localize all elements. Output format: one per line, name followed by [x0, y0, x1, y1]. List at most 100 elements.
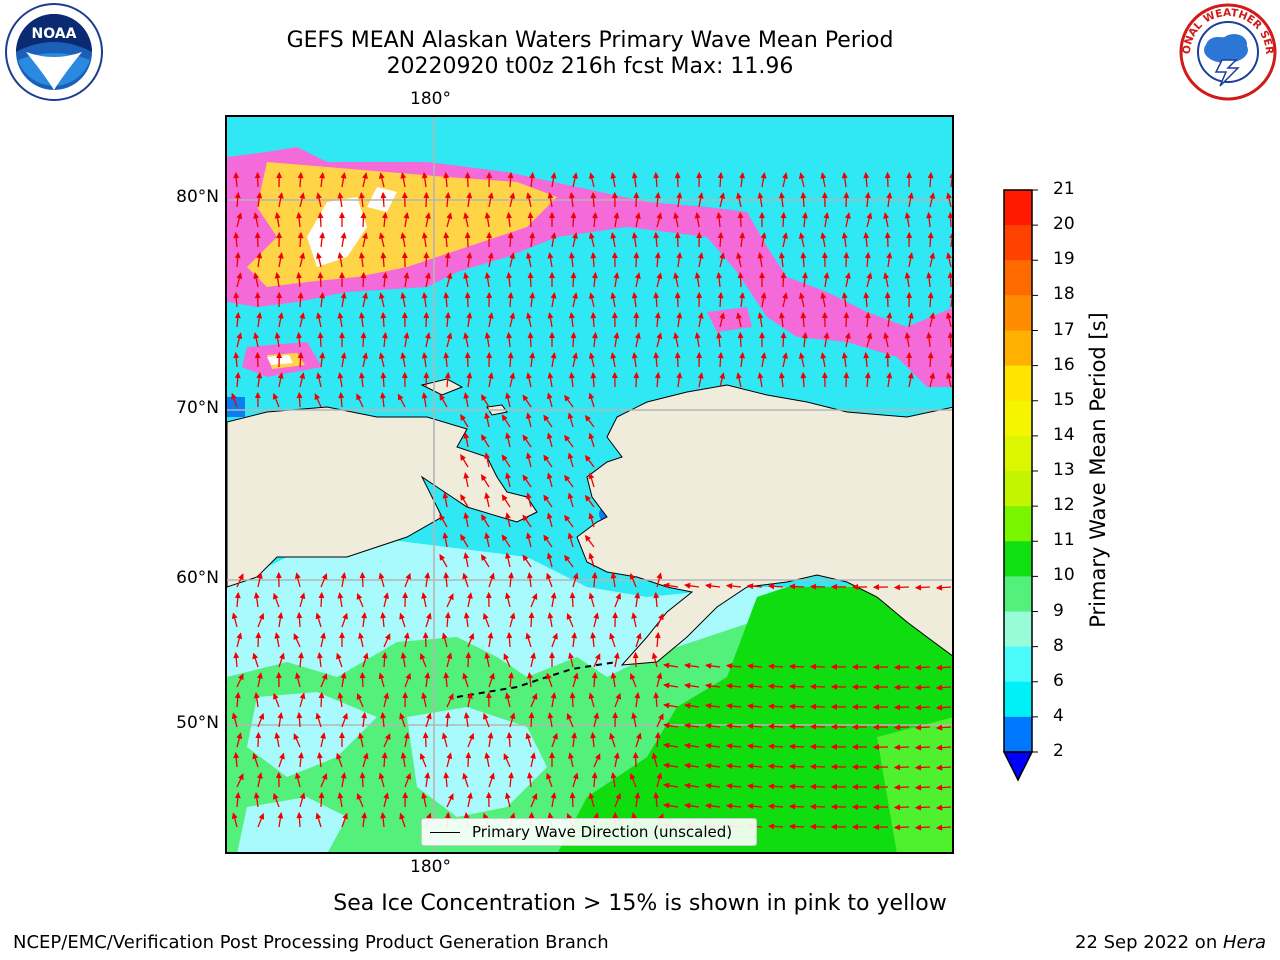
wave-arrow-head — [528, 811, 535, 819]
wave-arrow-head — [872, 684, 880, 691]
wave-arrow-head — [631, 612, 638, 619]
wave-arrow-head — [654, 631, 661, 639]
wave-arrow-head — [340, 572, 347, 579]
wave-arrow-head — [339, 731, 345, 739]
wave-arrow-head — [276, 171, 283, 179]
wave-arrow-head — [484, 492, 491, 499]
wave-arrow-head — [927, 171, 934, 179]
wave-arrow-head — [629, 572, 636, 580]
wave-arrow-head — [362, 172, 368, 179]
wave-arrow-head — [866, 332, 873, 340]
wave-arrow-head — [609, 632, 615, 640]
wave-arrow-head — [504, 692, 511, 699]
wave-arrow-head — [530, 652, 536, 659]
wave-arrow-head — [611, 251, 618, 259]
wave-arrow-head — [460, 414, 466, 421]
wave-arrow-head — [683, 762, 691, 769]
colorbar-tick-label: 6 — [1053, 670, 1064, 691]
wave-arrow-head — [381, 651, 388, 659]
wave-arrow-head — [591, 331, 598, 339]
wave-arrow-head — [564, 434, 571, 442]
wave-arrow-head — [299, 792, 306, 800]
wave-arrow-head — [683, 802, 691, 809]
wave-arrow-head — [788, 743, 796, 750]
wave-arrow-head — [884, 351, 891, 359]
wave-arrow-head — [487, 192, 494, 199]
wave-arrow-head — [468, 732, 475, 740]
wave-arrow-head — [697, 192, 704, 199]
wave-arrow-head — [907, 252, 914, 259]
wave-arrow-head — [778, 311, 785, 319]
wave-arrow-head — [760, 172, 767, 179]
wave-arrow-head — [949, 353, 952, 359]
wave-arrow-head — [277, 252, 284, 259]
wave-arrow-head — [594, 653, 601, 660]
wave-arrow-head — [851, 764, 859, 770]
wave-arrow-head — [530, 752, 536, 759]
wave-arrow-head — [550, 292, 557, 299]
wave-arrow-head — [422, 631, 429, 639]
wave-arrow-head — [588, 792, 595, 800]
wave-arrow-head — [543, 534, 550, 542]
wave-arrow-head — [609, 732, 615, 740]
wave-arrow-head — [297, 231, 304, 239]
wave-arrow-head — [255, 631, 262, 639]
wave-arrow-head — [528, 611, 535, 619]
wave-arrow-head — [843, 311, 850, 319]
wave-arrow-head — [866, 272, 873, 280]
nws-logo: NATIONAL WEATHER SERVICE — [1174, 0, 1278, 106]
wave-arrow-head — [864, 311, 871, 319]
wave-arrow-head — [737, 331, 744, 339]
wave-arrow-head — [402, 691, 409, 699]
wave-arrow-head — [546, 512, 553, 520]
wave-arrow-head — [528, 711, 535, 719]
wave-arrow-head — [421, 392, 428, 399]
wave-arrow-head — [463, 212, 470, 219]
colorbar-tick-label: 21 — [1053, 179, 1075, 199]
colorbar-tick-label: 20 — [1053, 214, 1075, 235]
wave-arrow-head — [634, 591, 641, 599]
wave-arrow-head — [405, 572, 411, 580]
wave-arrow-head — [935, 684, 943, 691]
wave-arrow-head — [683, 682, 691, 689]
wave-arrow-head — [694, 212, 701, 219]
wave-arrow-head — [611, 371, 618, 379]
wave-arrow-head — [788, 723, 796, 730]
wave-arrow-head — [739, 171, 746, 179]
wave-arrow-head — [484, 212, 491, 219]
wave-arrow-head — [801, 271, 808, 279]
wave-arrow-head — [546, 392, 553, 400]
wave-arrow-head — [507, 571, 514, 579]
wave-arrow-head — [256, 191, 263, 199]
wave-arrow-head — [279, 652, 285, 660]
wave-arrow-head — [275, 571, 282, 579]
wave-arrow-head — [256, 672, 263, 679]
wave-arrow-head — [946, 252, 952, 259]
wave-arrow-head — [893, 824, 901, 831]
wave-arrow-head — [443, 571, 450, 579]
wave-arrow-head — [254, 291, 261, 299]
wave-arrow-head — [405, 772, 411, 780]
wave-arrow-head — [448, 693, 454, 701]
wave-arrow-head — [258, 812, 265, 820]
wave-arrow-head — [444, 711, 451, 719]
wave-arrow-head — [321, 573, 328, 580]
chart-subtitle: 20220920 t00z 216h fcst Max: 11.96 — [386, 54, 794, 79]
wave-arrow-head — [550, 692, 557, 699]
wave-arrow-head — [935, 584, 943, 591]
legend-line-swatch — [430, 832, 460, 833]
wave-arrow-head — [883, 272, 890, 279]
colorbar-segment — [1004, 471, 1032, 507]
wave-arrow-head — [421, 291, 428, 299]
wave-arrow-head — [294, 672, 301, 679]
wave-arrow-head — [546, 672, 552, 680]
wave-arrow-head — [564, 474, 571, 482]
wave-arrow-head — [403, 332, 410, 339]
wave-arrow-head — [234, 371, 241, 379]
colorbar-tick-label: 10 — [1053, 565, 1075, 586]
wave-arrow-head — [914, 744, 922, 751]
wave-arrow-head — [935, 784, 943, 791]
wave-arrow-head — [359, 771, 366, 779]
wave-arrow-head — [651, 752, 658, 760]
wave-arrow-head — [588, 432, 595, 440]
